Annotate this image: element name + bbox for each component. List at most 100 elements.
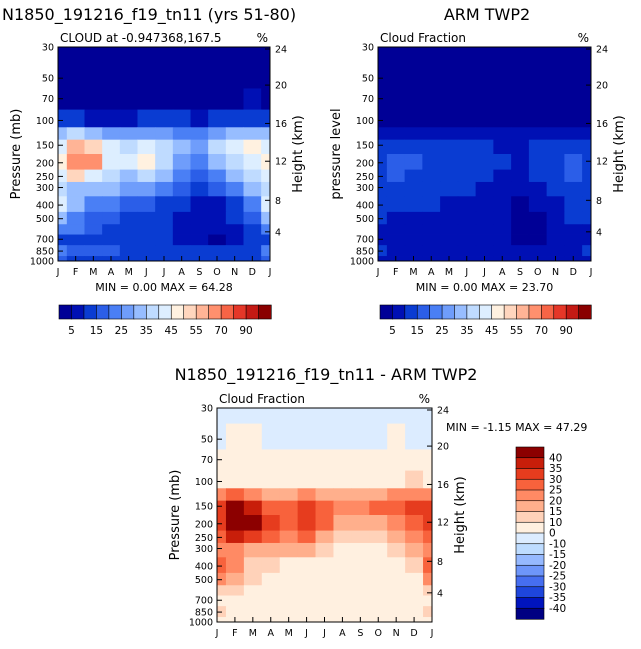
obs-cell	[511, 88, 530, 110]
obs-cell	[493, 109, 512, 128]
model-cell	[208, 234, 227, 246]
obs-cell	[546, 47, 565, 63]
obs-colorbar-box	[478, 304, 493, 320]
obs-cell	[404, 88, 423, 110]
model-xtick-label: A	[178, 267, 185, 278]
diff-ptick-label: 150	[195, 502, 213, 513]
model-cell	[137, 154, 156, 170]
model-cell	[155, 127, 174, 141]
obs-colorbar-box	[466, 304, 480, 320]
model-cell	[102, 211, 121, 225]
model-cell	[155, 109, 174, 128]
model-cell	[190, 224, 209, 235]
model-cell	[225, 196, 244, 213]
diff-colorbar-label: -30	[549, 581, 566, 593]
diff-cell	[225, 449, 245, 471]
obs-cell	[528, 109, 548, 128]
model-cell	[208, 245, 227, 257]
obs-cell	[564, 224, 583, 235]
diff-cell	[315, 595, 334, 607]
obs-cell	[457, 47, 477, 63]
model-cell	[102, 154, 121, 170]
diff-cell	[423, 423, 433, 450]
obs-cell	[582, 245, 592, 257]
obs-cell	[493, 196, 512, 213]
model-ptick-label: 1000	[30, 257, 54, 268]
model-y2label: Height (km)	[291, 115, 306, 192]
model-cell	[261, 181, 271, 197]
model-colorbar-box	[133, 304, 147, 320]
diff-cell	[423, 542, 433, 558]
diff-htick-label: 24	[437, 406, 449, 417]
diff-cell	[387, 515, 406, 531]
obs-cell	[546, 88, 565, 110]
diff-cell	[423, 470, 433, 489]
obs-cell	[493, 88, 512, 110]
model-xtick-label: J	[162, 267, 166, 278]
model-cell	[66, 196, 85, 213]
diff-cell	[351, 595, 370, 607]
obs-cell	[582, 154, 592, 170]
obs-cell	[404, 245, 423, 257]
model-cell	[261, 245, 271, 257]
obs-cell	[511, 224, 530, 235]
obs-cell	[475, 139, 494, 155]
obs-xtick-label: O	[534, 267, 541, 278]
obs-colorbar-label: 90	[559, 325, 572, 337]
model-xtick-label: F	[73, 267, 78, 278]
obs-cell	[422, 224, 441, 235]
model-cell	[243, 234, 262, 246]
diff-colorbar-box	[515, 607, 545, 620]
obs-cell	[440, 154, 459, 170]
obs-cell	[378, 234, 388, 246]
model-cell	[58, 234, 68, 246]
model-cell	[66, 181, 85, 197]
diff-colorbar-label: 35	[549, 463, 562, 475]
obs-cell	[511, 245, 530, 257]
diff-cell	[333, 449, 352, 471]
obs-cell	[564, 127, 583, 141]
obs-cell	[386, 88, 406, 110]
obs-cell	[457, 154, 477, 170]
model-colorbar: 5 15 25 35 45 55 70 90	[58, 304, 272, 337]
model-cell	[261, 256, 271, 262]
model-cell	[243, 169, 262, 183]
diff-ptick-label: 100	[195, 477, 213, 488]
model-cell	[172, 224, 191, 235]
obs-htick-label: 16	[596, 119, 608, 130]
model-panel: CLOUD at -0.947368,167.5 % 30 50 70 100 150 200…	[9, 31, 306, 337]
diff-cell	[297, 515, 316, 531]
model-cell	[84, 154, 103, 170]
diff-colorbar-box	[515, 564, 545, 577]
diff-xtick-label: M	[249, 628, 257, 639]
diff-colorbar-box	[515, 468, 545, 480]
obs-cell	[511, 169, 530, 183]
obs-cell	[582, 88, 592, 110]
diff-cell	[387, 606, 406, 618]
obs-cell	[475, 88, 494, 110]
obs-cell	[564, 62, 583, 89]
diff-cell	[243, 542, 263, 558]
obs-cell	[475, 181, 494, 197]
diff-colorbar-label: 40	[549, 452, 562, 464]
model-cell	[261, 224, 271, 235]
diff-cell	[315, 557, 334, 574]
obs-htick-label: 24	[596, 45, 608, 56]
model-colorbar-box	[145, 304, 160, 320]
model-cell	[119, 62, 138, 89]
model-cell	[155, 181, 174, 197]
model-cell	[137, 245, 156, 257]
model-cell	[225, 109, 244, 128]
diff-colorbar-label: 25	[549, 485, 562, 497]
model-ptick-label: 30	[42, 43, 54, 54]
obs-cell	[404, 196, 423, 213]
model-cell	[66, 245, 85, 257]
obs-cell	[546, 211, 565, 225]
model-cell	[155, 234, 174, 246]
model-cell	[58, 62, 68, 89]
model-cell	[225, 154, 244, 170]
model-cell	[137, 88, 156, 110]
model-cell	[208, 181, 227, 197]
obs-cell	[422, 127, 441, 141]
model-cell	[66, 234, 85, 246]
